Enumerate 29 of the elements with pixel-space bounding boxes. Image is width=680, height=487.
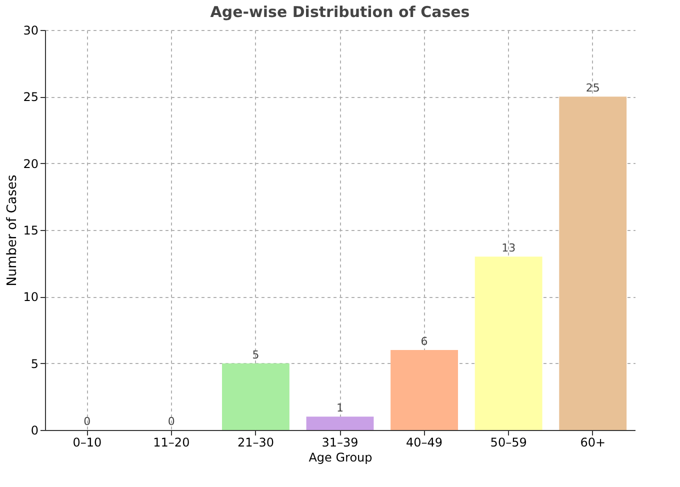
data-label: 5 <box>252 348 260 362</box>
bar <box>390 350 458 430</box>
x-tick-label: 0–10 <box>72 436 102 450</box>
y-axis-title: Number of Cases <box>5 174 20 286</box>
x-axis-title: Age Group <box>308 450 372 464</box>
x-tick-label: 40–49 <box>406 436 443 450</box>
y-tick-label: 25 <box>23 90 38 104</box>
data-label: 6 <box>420 335 428 348</box>
y-tick-label: 5 <box>30 356 38 371</box>
y-tick-label: 20 <box>23 156 38 171</box>
x-tick-label: 50–59 <box>490 436 527 450</box>
x-tick-label: 60+ <box>580 436 606 450</box>
y-tick-label: 10 <box>23 290 38 304</box>
y-tick-label: 0 <box>30 424 38 438</box>
data-label: 25 <box>586 82 600 95</box>
bar <box>222 363 290 430</box>
bar <box>306 416 374 430</box>
y-tick-label: 15 <box>23 224 38 238</box>
data-label: 13 <box>502 242 516 255</box>
data-label: 1 <box>336 402 344 415</box>
data-label: 0 <box>84 415 91 428</box>
x-tick-label: 21–30 <box>237 436 274 450</box>
data-label: 0 <box>168 415 175 428</box>
bar <box>559 96 627 430</box>
x-tick-label: 11–20 <box>153 436 190 450</box>
bar <box>474 256 542 430</box>
x-tick-label: 31–39 <box>322 436 358 450</box>
y-tick-label: 30 <box>23 24 38 38</box>
chart-title: Age-wise Distribution of Cases <box>210 3 470 21</box>
